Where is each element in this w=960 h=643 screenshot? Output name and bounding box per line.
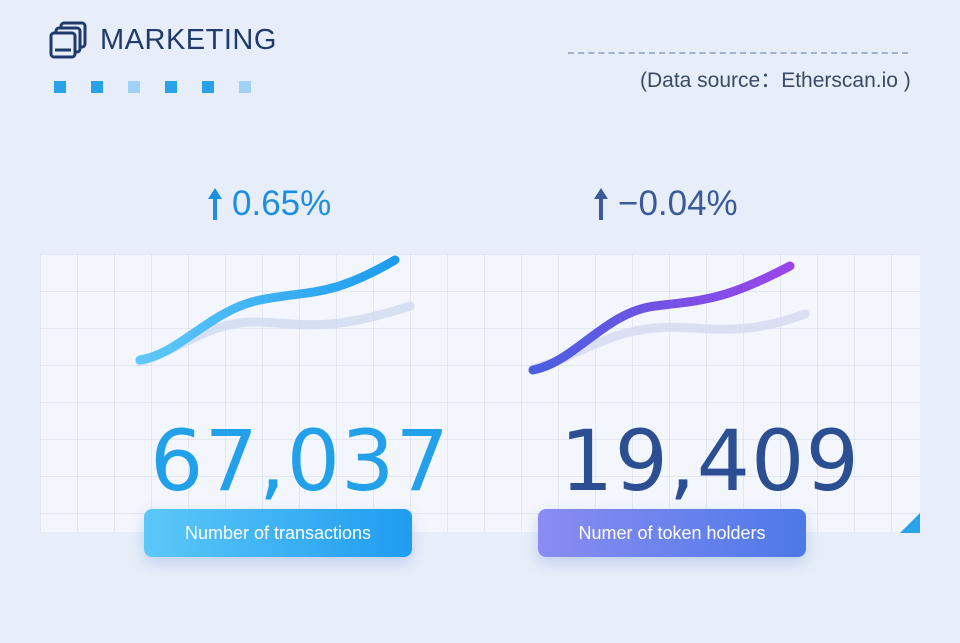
header: MARKETING (48, 20, 277, 60)
decorative-squares (54, 81, 276, 93)
decor-square (239, 81, 251, 93)
stacked-windows-icon (49, 21, 87, 59)
holders-label: Numer of token holders (578, 522, 766, 543)
holders-value: 19,409 (560, 412, 860, 510)
sparkline-shadow (135, 301, 415, 367)
holders-label-badge: Numer of token holders (538, 509, 806, 557)
transactions-sparkline (135, 255, 415, 367)
transactions-change-value: 0.65% (232, 184, 332, 223)
transactions-change: 0.65% (206, 184, 331, 224)
sparkline-line (135, 255, 400, 365)
transactions-label-badge: Number of transactions (144, 509, 412, 557)
data-source-note: (Data source：Etherscan.io ) (640, 69, 911, 92)
arrow-up-icon (594, 188, 608, 220)
decor-square (54, 81, 66, 93)
sparkline-line (528, 261, 795, 375)
decor-square (202, 81, 214, 93)
transactions-label: Number of transactions (184, 522, 372, 543)
holders-sparkline (528, 261, 810, 375)
transactions-value: 67,037 (150, 412, 450, 510)
corner-triangle (900, 513, 920, 533)
page-title: MARKETING (100, 23, 277, 56)
decor-square (128, 81, 140, 93)
grid-panel (40, 254, 920, 532)
dashed-divider (568, 52, 908, 54)
sparkline-shadow (530, 309, 810, 373)
holders-change-value: −0.04% (618, 184, 738, 223)
decor-square (91, 81, 103, 93)
holders-change: −0.04% (592, 184, 738, 224)
arrow-up-icon (208, 188, 222, 220)
decor-square (165, 81, 177, 93)
